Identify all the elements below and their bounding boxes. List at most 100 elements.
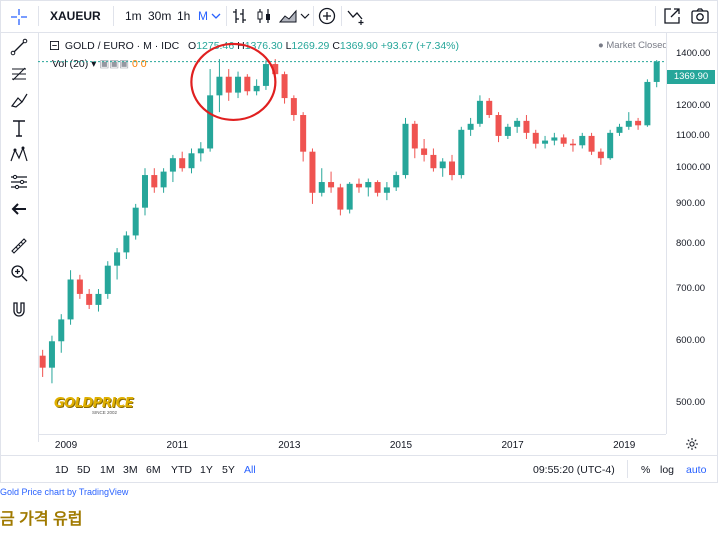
separator — [627, 460, 628, 478]
trend-line-icon[interactable] — [9, 37, 29, 57]
timeframe-30m[interactable]: 30m — [148, 9, 172, 23]
timeframe-month[interactable]: M — [198, 9, 208, 23]
candle-body — [337, 187, 344, 210]
candle-body — [402, 123, 409, 176]
goldprice-logo-sub: SINCE 2002 — [92, 410, 118, 415]
collapse-icon[interactable] — [50, 41, 59, 50]
price-tick-label: 600.00 — [676, 335, 706, 347]
tradingview-attribution-link[interactable]: Gold Price chart by TradingView — [0, 487, 129, 497]
range-1m[interactable]: 1M — [100, 464, 115, 476]
candle-body — [86, 293, 93, 305]
candle-body — [346, 183, 353, 210]
fullscreen-icon[interactable] — [662, 6, 682, 26]
add-compare-icon[interactable] — [317, 6, 337, 26]
candle-body — [504, 126, 511, 136]
time-tick-label: 2019 — [613, 440, 636, 451]
candles-style-icon[interactable] — [254, 6, 274, 26]
highlight-circle — [190, 42, 277, 122]
candle-body — [495, 115, 502, 136]
candle-body — [179, 158, 186, 169]
volume-label: Vol (20) — [52, 58, 89, 70]
candle-body — [430, 154, 437, 169]
magnet-icon[interactable] — [9, 300, 29, 320]
close-value: 1369.90 — [339, 40, 378, 52]
clock[interactable]: 09:55:20 (UTC-4) — [533, 464, 615, 476]
candle-body — [123, 235, 130, 253]
indicators-icon[interactable] — [346, 6, 366, 26]
crosshair-icon[interactable] — [10, 8, 28, 26]
candle-body — [467, 123, 474, 130]
timeframe-1m[interactable]: 1m — [125, 9, 142, 23]
price-chart[interactable] — [38, 32, 666, 434]
candle-body — [318, 182, 325, 193]
series-name: GOLD / EURO · M · IDC — [64, 40, 180, 52]
candle-body — [67, 279, 74, 320]
prediction-tool-icon[interactable] — [9, 172, 29, 192]
candle-body — [48, 341, 55, 368]
range-5d[interactable]: 5D — [77, 464, 91, 476]
candle-body — [421, 148, 428, 155]
arrow-left-icon[interactable] — [9, 199, 29, 219]
price-tick-label: 900.00 — [676, 197, 706, 209]
candle-body — [309, 151, 316, 193]
range-1y[interactable]: 1Y — [200, 464, 213, 476]
bar-style-icon[interactable] — [230, 6, 250, 26]
price-scale[interactable] — [666, 32, 719, 434]
brush-icon[interactable] — [9, 91, 29, 111]
separator — [38, 6, 39, 26]
candle-body — [365, 182, 372, 188]
candle-body — [551, 137, 558, 141]
range-1d[interactable]: 1D — [55, 464, 69, 476]
price-tick-label: 1400.00 — [676, 48, 711, 60]
price-tick-label: 1100.00 — [676, 129, 710, 141]
candle-body — [225, 76, 232, 93]
candle-body — [262, 64, 269, 86]
pattern-tool-icon[interactable] — [9, 145, 29, 165]
candle-body — [476, 100, 483, 124]
candle-body — [95, 293, 102, 305]
range-ytd[interactable]: YTD — [171, 464, 192, 476]
time-tick-label: 2013 — [278, 440, 301, 451]
range-all[interactable]: All — [244, 464, 256, 476]
open-label: O — [188, 40, 197, 52]
chevron-down-icon[interactable]: ▾ — [91, 58, 97, 70]
legend-settings-icon[interactable]: ▣▣▣ — [99, 58, 130, 70]
candle-body — [458, 129, 465, 176]
log-toggle[interactable]: log — [660, 464, 675, 476]
text-tool-icon[interactable] — [9, 118, 29, 138]
ruler-icon[interactable] — [9, 236, 29, 256]
settings-icon[interactable] — [685, 437, 699, 451]
candle-body — [383, 187, 390, 193]
top-toolbar: XAUEUR 1m 30m 1h M — [0, 0, 718, 33]
area-style-icon[interactable] — [278, 6, 298, 26]
range-6m[interactable]: 6M — [146, 464, 161, 476]
close-label: C — [332, 40, 340, 52]
range-5y[interactable]: 5Y — [222, 464, 235, 476]
candle-body — [635, 120, 642, 126]
price-tick-label: 1200.00 — [676, 100, 711, 112]
chevron-down-icon[interactable] — [210, 6, 222, 26]
timeframe-1h[interactable]: 1h — [177, 9, 191, 23]
chart-widget — [0, 0, 718, 483]
time-axis[interactable] — [38, 434, 666, 455]
separator — [226, 6, 227, 26]
candle-body — [290, 98, 297, 116]
fib-retracement-icon[interactable] — [9, 64, 29, 84]
volume-value: 0 — [132, 58, 138, 70]
camera-icon[interactable] — [690, 6, 710, 26]
zoom-in-icon[interactable] — [9, 263, 29, 283]
chevron-down-icon[interactable] — [299, 6, 311, 26]
price-tick-label: 700.00 — [676, 283, 706, 295]
market-status: ● Market Closed — [598, 40, 668, 51]
candle-body — [58, 319, 65, 342]
percent-toggle[interactable]: % — [641, 464, 651, 476]
candle-body — [653, 61, 660, 82]
symbol-search[interactable]: XAUEUR — [50, 9, 101, 23]
candle-body — [160, 171, 167, 188]
auto-toggle[interactable]: auto — [686, 464, 707, 476]
range-3m[interactable]: 3M — [123, 464, 138, 476]
candle-body — [625, 120, 632, 127]
volume-legend: Vol (20) ▾ ▣▣▣ 0 0 — [52, 58, 147, 70]
candle-body — [151, 175, 158, 188]
page-heading: 금 가격 유럽 — [0, 511, 83, 528]
